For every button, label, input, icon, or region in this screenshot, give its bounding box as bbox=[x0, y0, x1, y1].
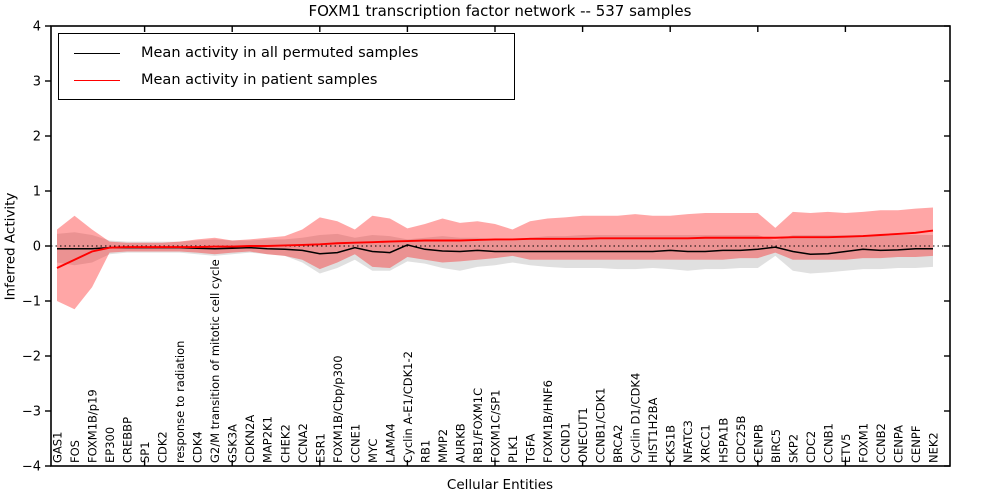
x-category-label: CCNB2 bbox=[874, 423, 888, 463]
legend-entry-patient: Mean activity in patient samples bbox=[74, 72, 514, 88]
patient-mean-line bbox=[56, 229, 934, 269]
x-category-label: LAMA4 bbox=[383, 423, 397, 463]
x-category-label: MMP2 bbox=[436, 429, 450, 463]
y-tick-label: 4 bbox=[33, 20, 41, 35]
x-category-label: HSPA1B bbox=[716, 418, 730, 463]
x-category-label: XRCC1 bbox=[699, 424, 713, 463]
legend-label: Mean activity in all permuted samples bbox=[141, 45, 419, 61]
x-category-label: FOXM1B/HNF6 bbox=[541, 380, 555, 463]
x-category-label: MAP2K1 bbox=[261, 416, 275, 463]
x-category-label: CENPF bbox=[909, 426, 923, 463]
legend-line-black bbox=[74, 52, 120, 54]
x-category-label: FOXM1B/Cbp/p300 bbox=[331, 355, 345, 463]
legend-box: Mean activity in all permuted samples Me… bbox=[58, 33, 515, 100]
x-category-label: ONECUT1 bbox=[576, 407, 590, 463]
x-category-label: RB1 bbox=[418, 440, 432, 463]
x-category-label: Cyclin D1/CDK4 bbox=[629, 373, 643, 463]
x-category-label: CDC25B bbox=[734, 415, 748, 463]
x-category-label: CDKN2A bbox=[243, 415, 257, 463]
y-tick-label: 0 bbox=[33, 240, 41, 255]
x-category-label: FOXM1C/SP1 bbox=[489, 389, 503, 463]
x-category-label: PLK1 bbox=[506, 435, 520, 463]
x-category-label: CHEK2 bbox=[278, 424, 292, 463]
x-axis-label: Cellular Entities bbox=[446, 477, 554, 493]
x-category-label: RB1/FOXM1C bbox=[471, 388, 485, 463]
x-category-label: CCND1 bbox=[559, 422, 573, 463]
x-category-label: CDC2 bbox=[804, 431, 818, 463]
x-category-label: FOS bbox=[68, 440, 82, 463]
legend-entry-permuted: Mean activity in all permuted samples bbox=[74, 45, 514, 61]
x-category-label: CCNB1/CDK1 bbox=[594, 388, 608, 464]
x-category-label: NFATC3 bbox=[681, 420, 695, 463]
x-category-label: CDK2 bbox=[156, 431, 170, 463]
x-category-label: CENPA bbox=[891, 425, 905, 463]
x-category-label: ETV5 bbox=[839, 434, 853, 463]
x-category-label: FOXM1 bbox=[856, 423, 870, 463]
x-category-label: SP1 bbox=[138, 441, 152, 463]
x-category-label: FOXM1B/p19 bbox=[86, 389, 100, 463]
y-tick-label: −4 bbox=[22, 460, 41, 475]
permuted-range-band bbox=[57, 232, 933, 274]
x-category-label: ESR1 bbox=[313, 433, 327, 463]
x-category-label: EP300 bbox=[103, 427, 117, 463]
x-category-label: CDK4 bbox=[191, 431, 205, 463]
y-axis-label: Inferred Activity bbox=[2, 192, 19, 301]
x-category-label: GSK3A bbox=[226, 424, 240, 463]
x-category-label: TGFA bbox=[524, 434, 538, 464]
x-category-label: G2/M transition of mitotic cell cycle bbox=[208, 259, 222, 463]
legend-label: Mean activity in patient samples bbox=[141, 72, 378, 88]
x-category-label: CCNB1 bbox=[821, 423, 835, 463]
x-category-label: HIST1H2BA bbox=[646, 397, 660, 463]
x-category-label: BRCA2 bbox=[611, 424, 625, 463]
x-category-label: CENPB bbox=[751, 424, 765, 463]
patient-range-band bbox=[57, 207, 933, 310]
x-category-label: Cyclin A-E1/CDK1-2 bbox=[401, 351, 415, 463]
x-category-label: BIRC5 bbox=[769, 429, 783, 463]
x-category-label: CKS1B bbox=[664, 425, 678, 463]
permuted-mean-line bbox=[57, 244, 933, 256]
x-category-label: CCNA2 bbox=[296, 423, 310, 463]
x-category-label: CREBBP bbox=[121, 417, 135, 463]
y-tick-label: −3 bbox=[22, 405, 41, 420]
y-tick-label: 2 bbox=[33, 130, 41, 145]
legend-line-red bbox=[74, 79, 120, 81]
x-category-label: AURKB bbox=[453, 423, 467, 463]
x-category-label: CCNE1 bbox=[348, 424, 362, 463]
x-category-label: response to radiation bbox=[173, 341, 187, 463]
y-tick-label: −1 bbox=[22, 295, 41, 310]
y-tick-label: 1 bbox=[33, 185, 41, 200]
y-tick-label: −2 bbox=[22, 350, 41, 365]
x-category-label: MYC bbox=[366, 439, 380, 463]
y-tick-label: 3 bbox=[33, 75, 41, 90]
chart-title: FOXM1 transcription factor network -- 53… bbox=[308, 2, 692, 20]
x-category-label: NEK2 bbox=[927, 432, 941, 463]
x-category-label: GAS1 bbox=[51, 432, 65, 463]
x-category-label: SKP2 bbox=[786, 434, 800, 463]
